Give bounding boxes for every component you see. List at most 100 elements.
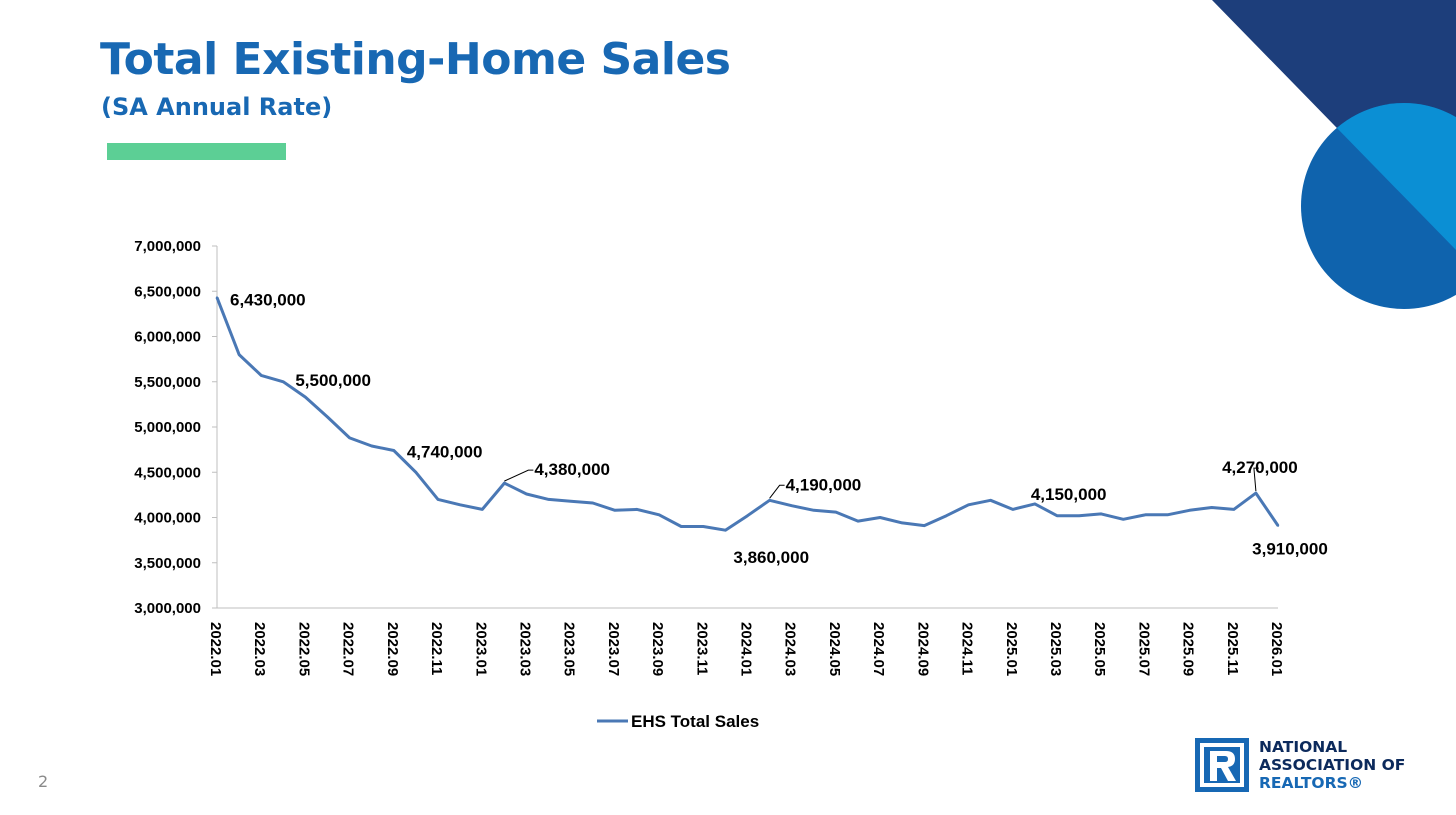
data-point	[1144, 513, 1147, 516]
x-tick-label: 2022.09	[384, 622, 401, 676]
x-tick-label: 2024.07	[870, 622, 887, 676]
y-tick-label: 7,000,000	[134, 238, 201, 255]
annotation-leader-line	[769, 484, 785, 499]
x-tick-label: 2022.01	[207, 622, 224, 676]
data-point	[945, 514, 948, 517]
data-point	[304, 395, 307, 399]
y-tick-label: 6,000,000	[134, 329, 201, 346]
x-tick-label: 2022.05	[295, 622, 312, 676]
data-point	[967, 503, 970, 507]
logo-line-3: REALTORS®	[1259, 774, 1364, 792]
data-point	[1055, 514, 1059, 517]
data-point	[724, 528, 727, 532]
x-tick-label: 2023.03	[516, 622, 533, 676]
data-label: 3,860,000	[733, 548, 809, 567]
logo-line-1: NATIONAL	[1259, 738, 1348, 756]
x-tick-label: 2025.05	[1091, 622, 1108, 676]
data-point	[458, 503, 462, 507]
data-point	[525, 492, 528, 496]
data-point	[282, 380, 285, 383]
data-point	[436, 498, 440, 501]
page-number: 2	[38, 772, 49, 791]
data-point	[768, 499, 771, 502]
y-tick-label: 5,500,000	[134, 374, 201, 391]
data-point	[392, 449, 396, 452]
y-tick-label: 3,500,000	[134, 555, 201, 572]
series-line-ehs-total-sales	[215, 297, 1280, 532]
data-point	[370, 444, 373, 448]
data-point	[657, 513, 661, 516]
data-point	[215, 296, 219, 299]
x-tick-label: 2025.09	[1180, 622, 1197, 676]
data-point	[348, 436, 351, 440]
data-point	[481, 508, 484, 511]
x-tick-label: 2022.07	[340, 622, 357, 676]
x-tick-label: 2025.01	[1003, 622, 1020, 676]
y-tick-label: 3,000,000	[134, 600, 201, 617]
data-point	[834, 510, 838, 514]
data-point	[547, 498, 550, 501]
logo-line-2: ASSOCIATION OF	[1259, 756, 1406, 774]
data-point	[260, 374, 263, 377]
x-tick-label: 2022.03	[251, 622, 268, 676]
data-label: 3,910,000	[1252, 540, 1328, 559]
data-label: 4,150,000	[1031, 485, 1107, 504]
y-tick-label: 4,000,000	[134, 510, 201, 527]
data-point	[1188, 509, 1191, 512]
data-point	[1210, 506, 1213, 509]
data-point	[679, 525, 683, 528]
data-point	[856, 519, 860, 523]
x-tick-label: 2024.05	[826, 622, 843, 676]
data-point	[1077, 514, 1081, 517]
data-point	[1232, 508, 1235, 511]
data-point	[635, 508, 639, 511]
nar-logo-text: NATIONAL ASSOCIATION OF REALTORS®	[1259, 738, 1456, 792]
data-point	[901, 521, 904, 525]
data-point	[923, 524, 926, 527]
data-point	[1011, 508, 1014, 511]
data-point	[1166, 513, 1169, 516]
data-point	[237, 353, 241, 356]
x-tick-label: 2023.11	[693, 622, 710, 675]
realtor-r-logo-icon	[1195, 738, 1249, 792]
x-tick-label: 2025.11	[1224, 622, 1241, 675]
data-point	[1033, 502, 1037, 506]
y-tick-label: 5,000,000	[134, 419, 201, 436]
data-point	[1276, 524, 1280, 527]
data-label: 4,270,000	[1222, 458, 1298, 477]
data-point	[414, 471, 418, 474]
page-title: Total Existing-Home Sales	[100, 34, 731, 85]
accent-bar	[107, 143, 286, 160]
data-point	[812, 509, 816, 512]
data-point	[591, 501, 594, 505]
x-tick-label: 2022.11	[428, 622, 445, 675]
data-point	[613, 509, 617, 512]
data-label: 4,190,000	[786, 475, 862, 494]
data-point	[790, 504, 793, 507]
data-label: 4,740,000	[407, 443, 483, 462]
data-label: 4,380,000	[534, 460, 610, 479]
data-point	[746, 514, 749, 517]
data-point	[1122, 518, 1125, 521]
page-subtitle: (SA Annual Rate)	[101, 93, 333, 121]
x-tick-label: 2023.07	[605, 622, 622, 676]
x-tick-label: 2024.01	[738, 622, 755, 676]
data-point	[702, 525, 705, 528]
annotation-leader-line	[1253, 467, 1259, 492]
data-point	[1254, 491, 1258, 495]
x-tick-label: 2026.01	[1268, 622, 1285, 676]
x-tick-label: 2023.05	[561, 622, 578, 676]
data-point	[503, 481, 506, 485]
x-tick-label: 2024.09	[914, 622, 931, 676]
x-tick-label: 2023.01	[472, 622, 489, 676]
y-tick-label: 6,500,000	[134, 283, 201, 300]
y-tick-label: 4,500,000	[134, 464, 201, 481]
x-tick-label: 2024.11	[959, 622, 976, 675]
x-tick-label: 2025.03	[1047, 622, 1064, 676]
data-point	[989, 499, 992, 502]
data-point	[326, 415, 329, 419]
x-tick-label: 2023.09	[649, 622, 666, 676]
annotation-leader-line	[504, 469, 534, 482]
